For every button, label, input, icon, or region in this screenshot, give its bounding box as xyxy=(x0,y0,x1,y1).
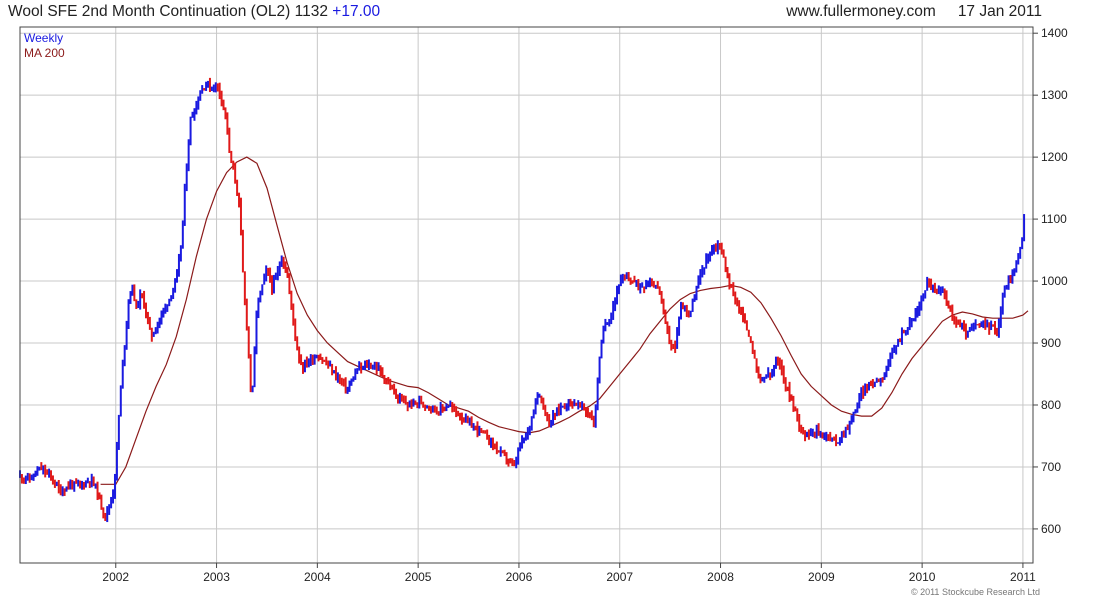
y-tick-label: 700 xyxy=(1041,460,1061,474)
chart-axes: 600 700 800 900 1000 1100 1200 1300 1400 2002 2003… xyxy=(19,26,1068,584)
legend-weekly: Weekly xyxy=(24,31,63,45)
y-tick-label: 800 xyxy=(1041,398,1061,412)
ma-200-layer xyxy=(100,156,1029,485)
x-tick-label: 2006 xyxy=(506,570,533,584)
x-tick-label: 2010 xyxy=(909,570,936,584)
chart-title: Wool SFE 2nd Month Continuation (OL2) 11… xyxy=(8,0,380,24)
x-tick-label: 2009 xyxy=(808,570,835,584)
chart-title-text: Wool SFE 2nd Month Continuation (OL2) xyxy=(8,3,291,20)
site-link[interactable]: www.fullermoney.com xyxy=(786,3,936,20)
x-tick-label: 2004 xyxy=(304,570,331,584)
ma-200-line xyxy=(100,156,1029,485)
legend-ma-200: MA 200 xyxy=(24,46,65,60)
y-tick-label: 1100 xyxy=(1041,212,1067,226)
y-tick-label: 1200 xyxy=(1041,150,1068,164)
x-tick-label: 2008 xyxy=(707,570,734,584)
y-tick-label: 1400 xyxy=(1041,26,1068,40)
price-change: +17.00 xyxy=(332,3,381,20)
chart-grid xyxy=(20,27,1033,563)
x-tick-label: 2011 xyxy=(1010,570,1036,584)
x-tick-label: 2007 xyxy=(606,570,633,584)
last-price: 1132 xyxy=(294,3,328,20)
x-tick-label: 2003 xyxy=(203,570,230,584)
y-tick-label: 1000 xyxy=(1041,274,1068,288)
copyright-note: © 2011 Stockcube Research Ltd xyxy=(910,587,1040,597)
chart-source: www.fullermoney.com 17 Jan 2011 xyxy=(764,0,1042,24)
y-tick-label: 1300 xyxy=(1041,88,1068,102)
x-tick-label: 2005 xyxy=(405,570,432,584)
plot-frame xyxy=(19,26,1034,564)
x-tick-label: 2002 xyxy=(102,570,129,584)
y-tick-label: 600 xyxy=(1041,522,1061,536)
chart-date: 17 Jan 2011 xyxy=(957,3,1042,20)
weekly-bars xyxy=(19,77,1026,523)
y-tick-label: 900 xyxy=(1041,336,1061,350)
